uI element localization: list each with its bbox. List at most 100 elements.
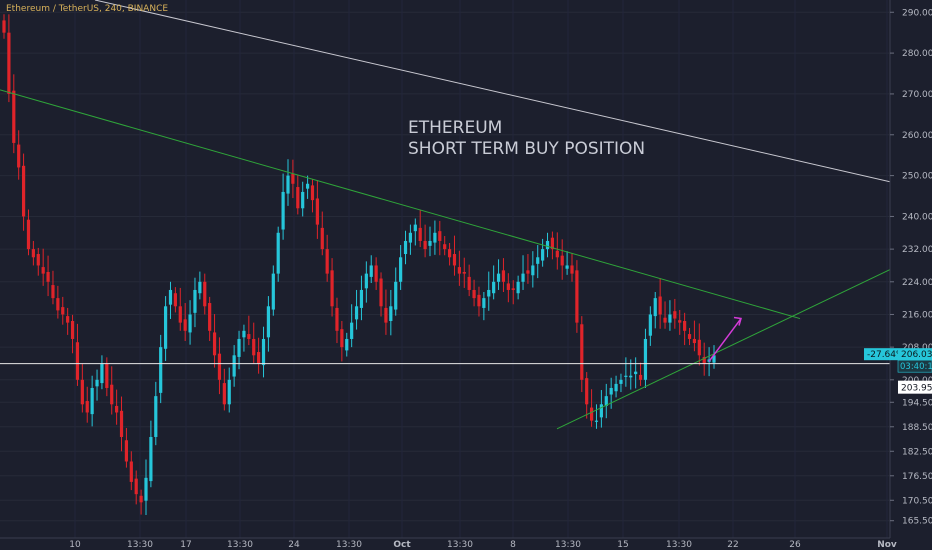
candle-body bbox=[252, 338, 256, 356]
time-tick-label: 15 bbox=[617, 540, 628, 550]
candle-body bbox=[496, 273, 501, 282]
price-tick-label: 216.00 bbox=[902, 310, 932, 320]
candle-body bbox=[95, 379, 99, 387]
candle bbox=[604, 383, 608, 419]
candle-body bbox=[531, 265, 535, 276]
candle-body bbox=[511, 288, 515, 290]
candle bbox=[634, 357, 638, 389]
candle-body bbox=[286, 175, 290, 194]
candle-body bbox=[159, 347, 163, 393]
price-tick-label: 165.50 bbox=[902, 517, 932, 527]
candle-body bbox=[492, 281, 496, 294]
candle bbox=[301, 181, 305, 217]
candle-body bbox=[457, 267, 461, 274]
candle bbox=[609, 377, 613, 409]
candle bbox=[359, 275, 364, 321]
candle-body bbox=[516, 281, 520, 294]
candle bbox=[712, 345, 716, 369]
candle bbox=[683, 312, 687, 346]
candle-body bbox=[271, 273, 275, 310]
candle bbox=[687, 327, 692, 346]
candle bbox=[154, 381, 158, 446]
candle bbox=[354, 289, 359, 330]
candle-body bbox=[75, 342, 80, 380]
candle bbox=[487, 271, 491, 311]
candle-body bbox=[41, 267, 45, 274]
candle bbox=[159, 334, 163, 404]
candle bbox=[585, 372, 589, 419]
candle-body bbox=[560, 255, 564, 266]
candle bbox=[232, 345, 236, 387]
candle bbox=[462, 257, 466, 288]
candle-body bbox=[433, 232, 437, 243]
candle-body bbox=[276, 232, 280, 274]
candle bbox=[320, 211, 324, 256]
candle bbox=[443, 236, 447, 256]
candle bbox=[384, 289, 388, 335]
candle bbox=[163, 296, 168, 362]
candle-body bbox=[296, 187, 300, 209]
price-tick-label: 290.00 bbox=[902, 8, 932, 18]
candle-body bbox=[580, 324, 584, 380]
price-badges: -27.64%206.03 03:40:12 203.95 bbox=[864, 348, 932, 394]
candle-body bbox=[467, 276, 471, 290]
candle-body bbox=[653, 298, 657, 317]
candle-body bbox=[428, 240, 432, 246]
candle bbox=[134, 470, 138, 505]
candle bbox=[643, 328, 648, 388]
candle-body bbox=[545, 240, 550, 250]
candle bbox=[276, 226, 280, 282]
candle bbox=[281, 173, 285, 240]
candle-body bbox=[604, 396, 608, 406]
candle-body bbox=[624, 375, 628, 377]
candle bbox=[399, 245, 403, 290]
candle-body bbox=[379, 278, 383, 307]
candle bbox=[555, 232, 559, 270]
candle bbox=[447, 242, 452, 266]
candle bbox=[286, 159, 290, 206]
candle bbox=[149, 420, 153, 488]
candle bbox=[227, 367, 231, 413]
candle-body bbox=[173, 293, 177, 307]
candle bbox=[305, 175, 310, 199]
candle-body bbox=[575, 270, 579, 323]
price-tick-label: 224.00 bbox=[902, 278, 932, 288]
candle-body bbox=[477, 294, 481, 307]
candle-body bbox=[105, 363, 109, 388]
candle-body bbox=[70, 321, 75, 339]
candle bbox=[516, 275, 520, 300]
candle bbox=[570, 253, 574, 282]
candle-body bbox=[61, 307, 65, 315]
candle-body bbox=[374, 265, 378, 282]
candle-body bbox=[565, 265, 569, 269]
buy-arrow-icon bbox=[708, 318, 742, 362]
candle-body bbox=[85, 401, 89, 413]
candle-body bbox=[247, 334, 251, 339]
candle bbox=[594, 404, 599, 429]
time-tick-label: 24 bbox=[288, 540, 300, 550]
candle-body bbox=[203, 281, 207, 307]
candle bbox=[580, 316, 584, 393]
candle-body bbox=[594, 420, 599, 422]
candle bbox=[173, 287, 177, 313]
candle bbox=[413, 218, 417, 246]
price-tick-label: 240.00 bbox=[902, 212, 932, 222]
candle-body bbox=[521, 273, 525, 282]
candle bbox=[242, 324, 246, 352]
candle bbox=[658, 278, 662, 329]
time-tick-label: Nov bbox=[877, 540, 897, 550]
candle bbox=[203, 273, 207, 315]
candle-body bbox=[222, 383, 226, 405]
candle-body bbox=[394, 281, 398, 310]
candle-body bbox=[46, 271, 50, 282]
candle-body bbox=[232, 355, 236, 377]
candle-body bbox=[482, 298, 486, 308]
candle-body bbox=[687, 334, 692, 339]
candles bbox=[2, 14, 716, 515]
candle bbox=[188, 300, 192, 345]
candle bbox=[433, 220, 437, 255]
candle bbox=[12, 74, 16, 154]
long-term-resistance-line bbox=[94, 0, 891, 183]
